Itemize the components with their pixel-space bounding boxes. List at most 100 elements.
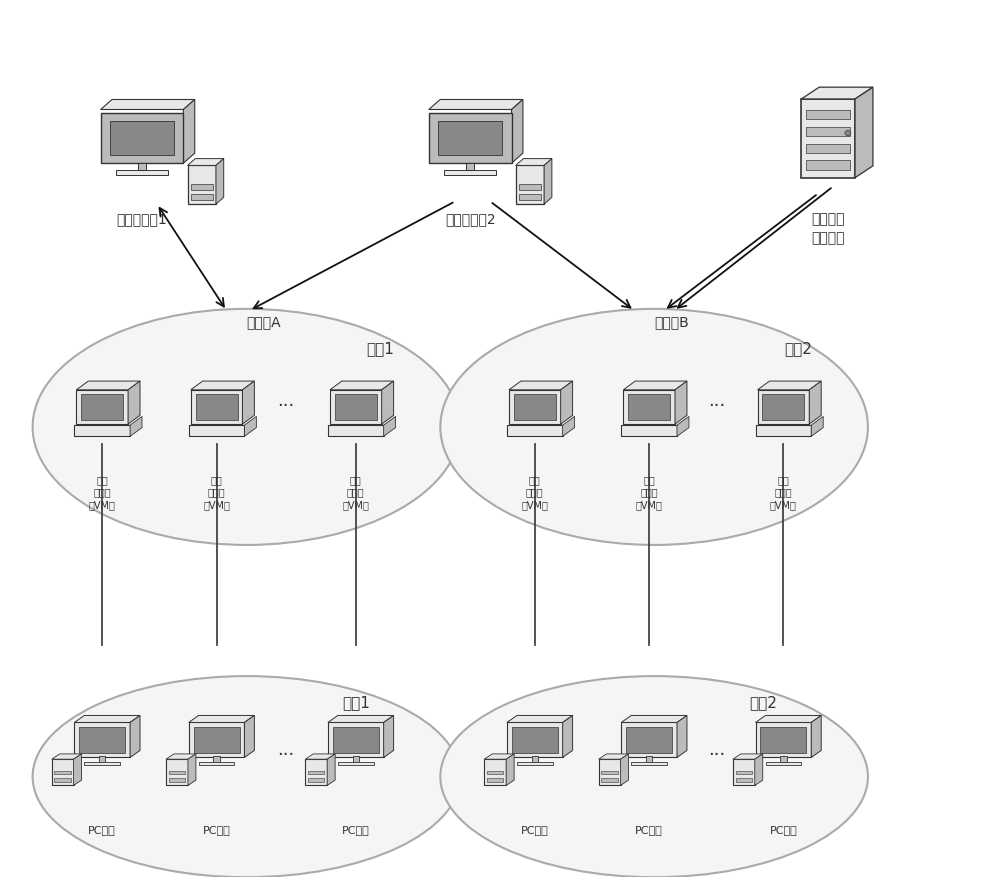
Bar <box>429 114 512 163</box>
Polygon shape <box>855 87 873 178</box>
Polygon shape <box>677 715 687 758</box>
Bar <box>733 759 755 786</box>
Text: 教学服务端1: 教学服务端1 <box>117 213 167 227</box>
Text: ...: ... <box>708 392 725 410</box>
Text: 虚拟桌面
管理平台: 虚拟桌面 管理平台 <box>811 213 845 245</box>
Bar <box>81 394 123 420</box>
Polygon shape <box>330 381 394 390</box>
Bar <box>54 771 71 774</box>
Text: PC终端: PC终端 <box>342 825 370 835</box>
Polygon shape <box>623 381 687 390</box>
Text: 教学
客户端
（VM）: 教学 客户端 （VM） <box>521 475 548 510</box>
Bar <box>766 762 801 766</box>
Polygon shape <box>188 158 224 165</box>
Bar <box>762 394 804 420</box>
Bar <box>191 194 213 200</box>
Bar <box>806 143 850 153</box>
Polygon shape <box>183 99 195 163</box>
Bar <box>780 757 787 763</box>
Polygon shape <box>563 416 575 436</box>
Bar <box>626 727 672 753</box>
Polygon shape <box>801 87 873 99</box>
Bar <box>736 779 752 782</box>
Polygon shape <box>621 754 628 786</box>
Polygon shape <box>216 158 224 204</box>
Text: PC终端: PC终端 <box>770 825 797 835</box>
Bar <box>628 394 670 420</box>
Bar <box>333 727 379 753</box>
Bar <box>99 757 105 763</box>
Bar <box>189 722 244 758</box>
Bar <box>806 160 850 170</box>
Bar <box>189 425 244 436</box>
Ellipse shape <box>440 676 868 877</box>
Polygon shape <box>52 754 82 759</box>
Polygon shape <box>733 754 763 759</box>
Bar <box>213 757 220 763</box>
Bar <box>756 722 811 758</box>
Bar <box>621 425 677 436</box>
Polygon shape <box>128 381 140 424</box>
Polygon shape <box>429 99 523 109</box>
Polygon shape <box>811 416 823 436</box>
Ellipse shape <box>33 676 460 877</box>
Polygon shape <box>809 381 821 424</box>
Polygon shape <box>758 381 821 390</box>
Polygon shape <box>675 381 687 424</box>
Bar <box>466 163 474 172</box>
Bar <box>532 757 538 763</box>
Bar <box>760 727 806 753</box>
Bar <box>101 114 183 163</box>
Bar <box>623 390 675 424</box>
Bar <box>191 184 213 189</box>
Bar <box>308 779 324 782</box>
Polygon shape <box>189 715 254 722</box>
Text: PC终端: PC终端 <box>635 825 663 835</box>
Bar <box>328 722 384 758</box>
Bar <box>330 390 382 424</box>
Bar <box>509 390 561 424</box>
Bar <box>74 425 130 436</box>
Polygon shape <box>130 715 140 758</box>
Polygon shape <box>166 754 196 759</box>
Polygon shape <box>188 754 196 786</box>
Bar <box>487 771 503 774</box>
Bar <box>84 762 120 766</box>
Bar <box>76 390 128 424</box>
Bar <box>601 779 618 782</box>
Polygon shape <box>599 754 628 759</box>
Bar <box>806 110 850 120</box>
Polygon shape <box>328 715 394 722</box>
Bar <box>138 163 146 172</box>
Polygon shape <box>191 381 254 390</box>
Text: 教学
客户端
（VM）: 教学 客户端 （VM） <box>770 475 797 510</box>
Bar <box>517 762 553 766</box>
Bar <box>444 171 496 175</box>
Bar <box>519 194 541 200</box>
Text: 教学服务端2: 教学服务端2 <box>445 213 495 227</box>
Bar <box>631 762 667 766</box>
Bar <box>169 779 185 782</box>
Polygon shape <box>512 99 523 163</box>
Bar <box>599 759 621 786</box>
Polygon shape <box>563 715 573 758</box>
Polygon shape <box>384 715 394 758</box>
Bar <box>328 425 384 436</box>
Bar <box>110 121 174 155</box>
Bar <box>519 184 541 189</box>
Polygon shape <box>544 158 552 204</box>
Text: 教学
客户端
（VM）: 教学 客户端 （VM） <box>636 475 663 510</box>
Text: 虚拟机B: 虚拟机B <box>654 315 689 329</box>
Polygon shape <box>621 715 687 722</box>
Text: 教学
客户端
（VM）: 教学 客户端 （VM） <box>342 475 369 510</box>
Bar <box>484 759 506 786</box>
Text: ...: ... <box>708 742 725 759</box>
Text: PC终端: PC终端 <box>521 825 549 835</box>
Polygon shape <box>756 715 821 722</box>
Bar <box>736 771 752 774</box>
Polygon shape <box>244 715 254 758</box>
Bar <box>487 779 503 782</box>
Text: 教室2: 教室2 <box>784 341 812 356</box>
Bar <box>601 771 618 774</box>
Text: PC终端: PC终端 <box>88 825 116 835</box>
